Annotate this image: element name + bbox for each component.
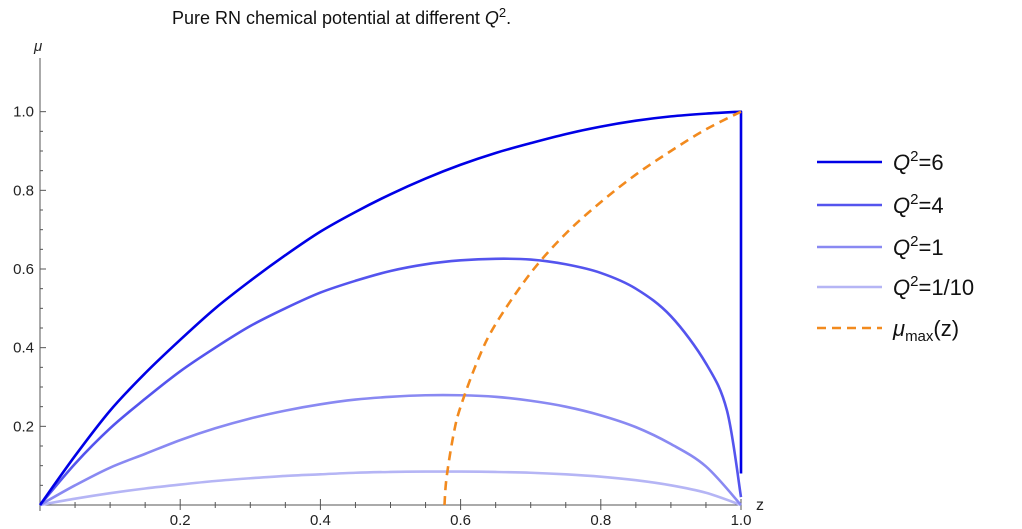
x-axis-label: z [756, 497, 764, 514]
x-tick-label: 0.4 [310, 512, 331, 529]
y-tick-label: 1.0 [13, 104, 34, 121]
series-line-2 [39, 257, 743, 506]
legend-item-1: Q2=6 [817, 148, 944, 175]
y-tick-label: 0.8 [13, 182, 34, 199]
y-tick-label: 0.6 [13, 261, 34, 278]
legend-label: μmax(z) [892, 316, 959, 345]
x-tick-label: 0.6 [450, 512, 471, 529]
legend-item-3: Q2=1 [817, 233, 944, 260]
legend-item-5: μmax(z) [817, 316, 959, 345]
legend-label: Q2=1/10 [893, 273, 974, 300]
axes: 0.2 0.4 0.6 0.8 1.0 0.2 0.4 0.6 0.8 1.0 [13, 58, 751, 529]
legend-label: Q2=1 [893, 233, 944, 260]
chart-title-end: . [506, 8, 511, 28]
chart-title-variable: Q [485, 8, 499, 28]
legend: Q2=6 Q2=4 Q2=1 Q2=1/10 μmax(z) [817, 148, 974, 345]
chart-title: Pure RN chemical potential at different … [172, 5, 511, 28]
x-tick-label: 0.2 [170, 512, 191, 529]
x-tick-label: 0.8 [590, 512, 611, 529]
legend-label: Q2=4 [893, 191, 944, 218]
legend-item-2: Q2=4 [817, 191, 944, 218]
legend-label: Q2=6 [893, 148, 944, 175]
series-line-3 [39, 393, 742, 507]
series-line-5 [443, 110, 742, 506]
legend-item-4: Q2=1/10 [817, 273, 974, 300]
chart-title-text: Pure RN chemical potential at different [172, 8, 485, 28]
series-line-1 [38, 110, 743, 506]
x-tick-label: 1.0 [731, 512, 752, 529]
y-tick-label: 0.4 [13, 340, 34, 357]
y-tick-label: 0.2 [13, 418, 34, 435]
series-line-4 [39, 470, 742, 507]
chart-title-superscript: 2 [499, 5, 506, 20]
series-layer [38, 110, 743, 507]
y-axis-label: μ [33, 38, 42, 55]
